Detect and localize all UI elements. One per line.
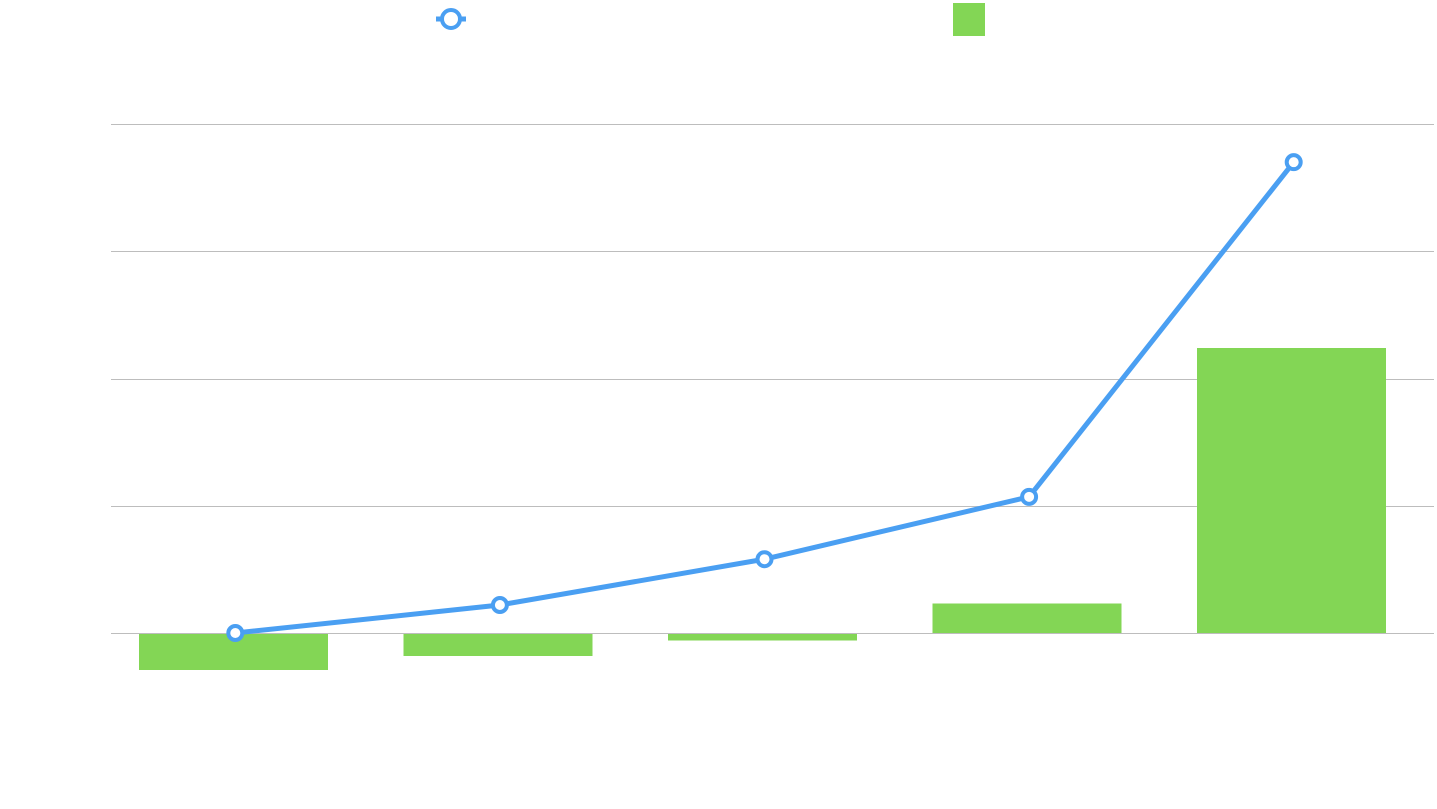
line-point-5 xyxy=(1284,153,1303,172)
line-point-4 xyxy=(1020,487,1039,506)
legend-item-line xyxy=(436,8,466,30)
legend xyxy=(436,3,985,36)
line-series xyxy=(226,153,1303,642)
legend-bar-swatch xyxy=(953,3,985,36)
line-point-3 xyxy=(755,550,774,569)
bar-3 xyxy=(668,633,857,641)
bar-4 xyxy=(932,603,1122,633)
bar-2 xyxy=(403,633,593,656)
line-point-2 xyxy=(490,596,509,615)
bar-5 xyxy=(1197,347,1387,633)
line-point-1 xyxy=(226,624,245,642)
legend-line-marker xyxy=(440,8,462,30)
legend-item-bar xyxy=(953,3,985,36)
